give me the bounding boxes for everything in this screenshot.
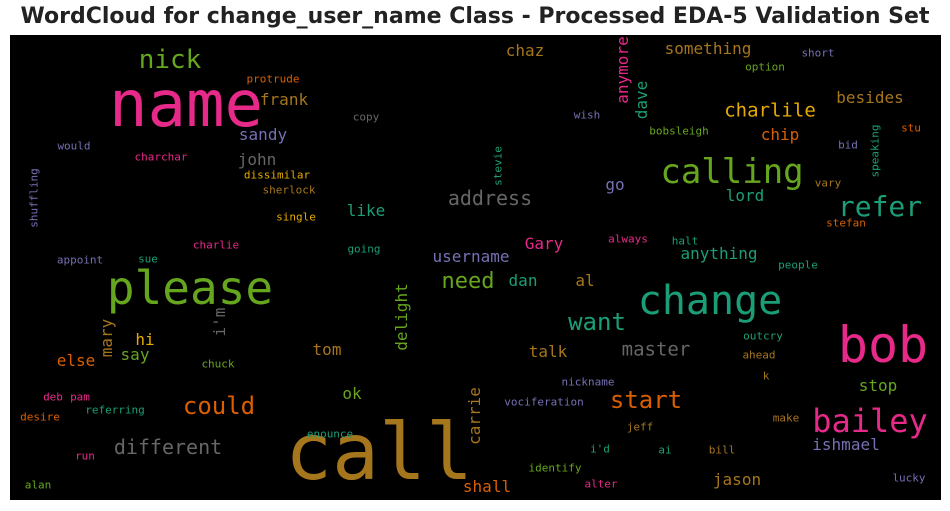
- word-dan: dan: [509, 273, 538, 289]
- word-like: like: [347, 203, 386, 219]
- word-jeff: jeff: [627, 422, 654, 433]
- word-tom: tom: [313, 342, 342, 358]
- word-stefan: stefan: [826, 218, 866, 229]
- word-address: address: [448, 188, 532, 208]
- word-anymore: anymore: [615, 36, 631, 103]
- word-alan: alan: [25, 480, 52, 491]
- word-sandy: sandy: [239, 127, 287, 143]
- word-chaz: chaz: [506, 43, 545, 59]
- word-shall: shall: [463, 479, 511, 495]
- word-speaking: speaking: [870, 125, 881, 178]
- word-halt: halt: [672, 236, 699, 247]
- word-anything: anything: [680, 246, 757, 262]
- word-start: start: [610, 388, 682, 412]
- word-say: say: [121, 347, 150, 363]
- word-would: would: [57, 141, 90, 152]
- word-deb: deb: [43, 392, 63, 403]
- word-else: else: [57, 353, 96, 369]
- word-call: call: [285, 414, 473, 492]
- word-going: going: [347, 244, 380, 255]
- word-stu: stu: [901, 123, 921, 134]
- word-lord: lord: [726, 188, 765, 204]
- word-lucky: lucky: [892, 473, 925, 484]
- word-different: different: [114, 437, 222, 457]
- word-ai: ai: [658, 445, 671, 456]
- word-want: want: [568, 310, 626, 334]
- word-dave: dave: [634, 81, 650, 120]
- word-john: john: [238, 152, 277, 168]
- word-always: always: [608, 234, 648, 245]
- word-sue: sue: [138, 254, 158, 265]
- word-master: master: [622, 341, 691, 360]
- word-run: run: [75, 451, 95, 462]
- word-desire: desire: [20, 412, 60, 423]
- word-pam: pam: [70, 392, 90, 403]
- word-mary: mary: [99, 319, 115, 358]
- word-sherlock: sherlock: [263, 185, 316, 196]
- word-single: single: [276, 212, 316, 223]
- word-need: need: [442, 271, 495, 293]
- word-frank: frank: [260, 92, 308, 108]
- word-shuffling: shuffling: [29, 168, 40, 228]
- word-calling: calling: [660, 155, 803, 189]
- word-something: something: [665, 41, 752, 57]
- word-outcry: outcry: [743, 331, 783, 342]
- word-charlile: charlile: [724, 102, 816, 121]
- word-jason: jason: [713, 472, 761, 488]
- word-please: please: [107, 265, 273, 311]
- word-nickname: nickname: [562, 377, 615, 388]
- word-bill: bill: [709, 445, 736, 456]
- word-short: short: [801, 48, 834, 59]
- word-bobsleigh: bobsleigh: [649, 126, 709, 137]
- word-change: change: [638, 281, 783, 321]
- word-i-d: i'd: [590, 444, 610, 455]
- word-enounce: enounce: [307, 429, 353, 440]
- word-people: people: [778, 260, 818, 271]
- word-chuck: chuck: [201, 359, 234, 370]
- word-i-m: i'm: [212, 308, 228, 337]
- word-al: al: [575, 273, 594, 289]
- word-protrude: protrude: [247, 74, 300, 85]
- word-talk: talk: [529, 344, 568, 360]
- word-option: option: [745, 62, 785, 73]
- word-stevie: stevie: [493, 146, 504, 186]
- word-ahead: ahead: [742, 350, 775, 361]
- word-go: go: [605, 177, 624, 193]
- word-username: username: [432, 249, 509, 265]
- word-wish: wish: [574, 110, 601, 121]
- word-carrie: carrie: [467, 387, 483, 445]
- word-bailey: bailey: [812, 405, 928, 437]
- word-referring: referring: [85, 405, 145, 416]
- chart-title: WordCloud for change_user_name Class - P…: [0, 4, 950, 29]
- word-alter: alter: [584, 479, 617, 490]
- word-copy: copy: [353, 112, 380, 123]
- word-gary: Gary: [525, 236, 564, 252]
- word-nick: nick: [139, 47, 202, 73]
- word-stop: stop: [859, 378, 898, 394]
- word-make: make: [773, 413, 800, 424]
- word-appoint: appoint: [57, 255, 103, 266]
- word-vociferation: vociferation: [504, 397, 583, 408]
- word-vary: vary: [815, 178, 842, 189]
- word-identify: identify: [529, 463, 582, 474]
- word-k: k: [763, 371, 770, 382]
- word-bob: bob: [838, 320, 928, 370]
- word-charchar: charchar: [135, 152, 188, 163]
- word-ishmael: ishmael: [812, 437, 879, 453]
- word-chip: chip: [761, 127, 800, 143]
- word-delight: delight: [394, 283, 410, 350]
- word-bid: bid: [838, 140, 858, 151]
- word-ok: ok: [342, 386, 361, 402]
- word-besides: besides: [836, 90, 903, 106]
- word-cloud-canvas: call name please change bob calling bailey refe…: [10, 35, 941, 500]
- word-dissimilar: dissimilar: [244, 170, 310, 181]
- word-could: could: [183, 394, 255, 418]
- word-charlie: charlie: [193, 240, 239, 251]
